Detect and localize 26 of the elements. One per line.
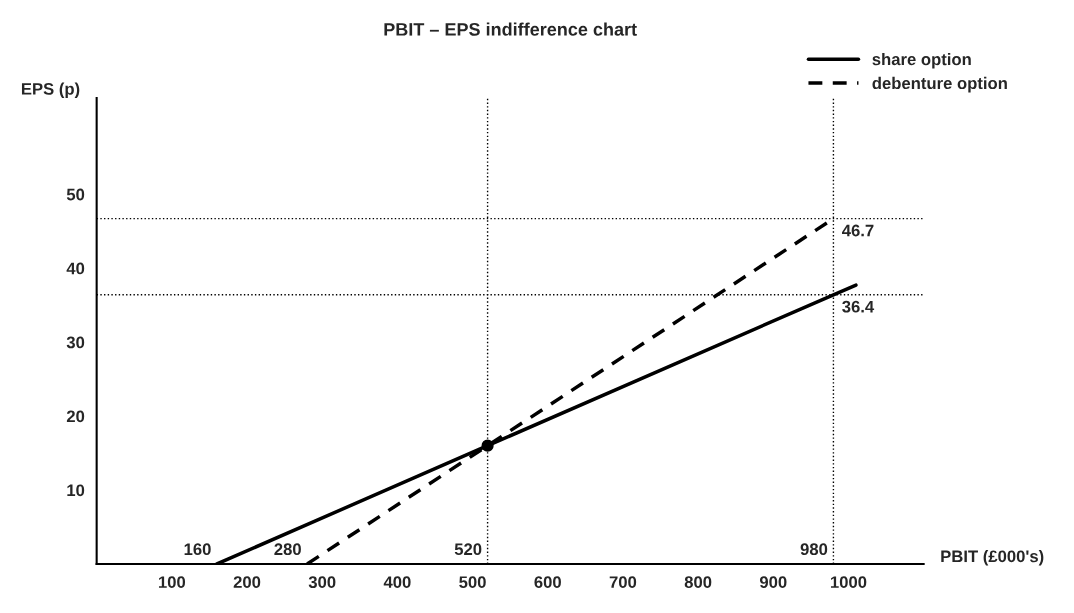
x-tick-label: 400: [383, 576, 411, 589]
x-tick-label: 600: [534, 576, 561, 589]
x-tick-label: 300: [308, 576, 336, 589]
y-tick-label: 50: [66, 188, 85, 201]
x-tick-label: 800: [684, 576, 712, 589]
chart-title: PBIT – EPS indifference chart: [384, 22, 637, 36]
annotation: 980: [800, 543, 828, 556]
y-tick-label: 30: [66, 336, 85, 349]
x-tick-label: 100: [158, 576, 186, 589]
x-tick-label: 900: [759, 576, 787, 589]
legend-label: debenture option: [872, 76, 1007, 93]
x-tick-label: 700: [609, 576, 637, 589]
y-tick-label: 40: [66, 262, 85, 275]
annotation: 36.4: [842, 300, 875, 313]
x-tick-label: 200: [233, 576, 261, 589]
annotation: 520: [454, 543, 482, 556]
annotation: 46.7: [842, 224, 874, 237]
x-tick-label: 1000: [830, 576, 867, 589]
annotation: 160: [184, 543, 211, 556]
y-tick-label: 10: [67, 484, 85, 497]
y-tick-label: 20: [66, 410, 85, 423]
y-axis-title: EPS (p): [21, 82, 80, 99]
annotation: 280: [274, 543, 301, 556]
x-tick-label: 500: [459, 576, 486, 589]
x-axis-title: PBIT (£000's): [941, 549, 1044, 566]
legend-label: share option: [872, 52, 971, 69]
